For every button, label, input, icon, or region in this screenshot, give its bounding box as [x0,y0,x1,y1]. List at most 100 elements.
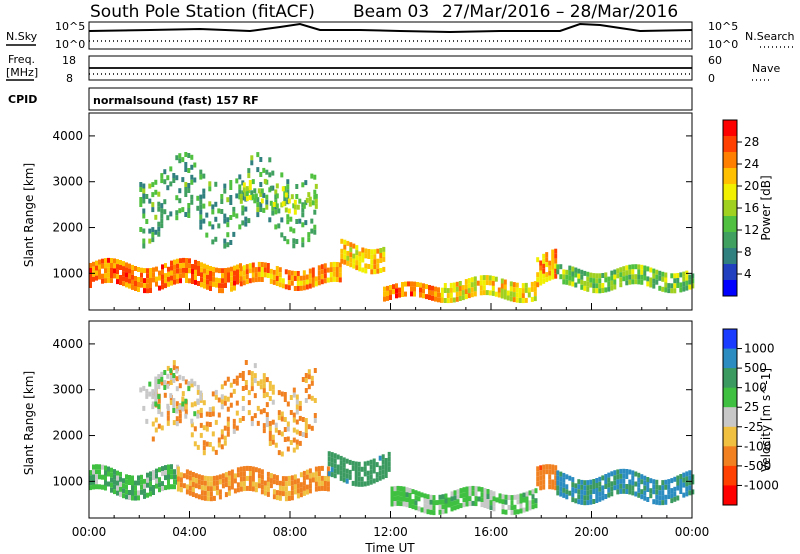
heatmap-cell [191,279,194,284]
heatmap-cell [414,490,418,496]
heatmap-cell [286,401,290,407]
heatmap-cell [661,271,665,277]
heatmap-cell [128,263,131,269]
heatmap-cell [634,481,638,487]
heatmap-cell [509,291,513,297]
heatmap-cell [142,213,146,219]
heatmap-cell [333,453,337,459]
heatmap-cell [154,381,158,387]
heatmap-cell [194,473,198,479]
heatmap-cell [265,402,269,408]
heatmap-cell [302,480,306,486]
heatmap-cell [449,282,453,288]
heatmap-cell [199,204,203,210]
heatmap-cell [119,481,122,487]
heatmap-cell [530,286,534,292]
heatmap-cell [203,283,206,289]
heatmap-cell [137,267,140,272]
heatmap-cell [649,267,653,273]
heatmap-cell [131,475,134,481]
heatmap-cell [110,467,113,473]
heatmap-cell [245,279,249,285]
heatmap-cell [170,270,173,276]
heatmap-cell [455,291,459,297]
colorbar-tick-label: 1000 [744,342,775,356]
heatmap-cell [554,258,558,264]
heatmap-cell [269,273,273,279]
heatmap-cell [292,243,296,249]
heatmap-cell [185,263,188,268]
heatmap-cell [275,271,279,276]
heatmap-cell [200,485,204,491]
heatmap-cell [458,281,462,286]
heatmap-cell [271,210,275,216]
heatmap-cell [326,486,330,492]
heatmap-cell [634,274,638,280]
heatmap-cell [479,280,483,286]
heatmap-cell [417,491,421,497]
heatmap-cell [610,270,614,276]
heatmap-cell [232,211,236,217]
heatmap-cell [170,260,173,266]
heatmap-cell [280,172,284,178]
heatmap-cell [212,281,215,287]
heatmap-cell [580,279,584,285]
heatmap-cell [211,209,215,215]
nsky-line [88,22,693,34]
heatmap-cell [342,477,346,483]
heatmap-cell [167,474,170,480]
heatmap-cell [175,368,179,374]
heatmap-cell [536,476,540,482]
heatmap-cell [398,287,401,293]
heatmap-cell [257,261,261,267]
colorbar-swatch [723,216,737,233]
heatmap-cell [382,251,386,257]
heatmap-cell [166,215,170,221]
heatmap-cell [161,284,164,290]
heatmap-cell [637,477,641,483]
heatmap-cell [257,276,261,282]
heatmap-cell [483,488,487,493]
heatmap-cell [212,276,215,282]
heatmap-cell [256,212,260,218]
heatmap-cell [200,272,203,278]
heatmap-cell [333,458,337,464]
colorbar-tick-label: 8 [744,245,752,259]
heatmap-cell [268,217,272,223]
heatmap-cell [220,199,224,204]
heatmap-cell [607,482,611,488]
heatmap-cell [539,480,543,486]
heatmap-cell [92,276,95,282]
heatmap-cell [178,383,182,389]
heatmap-cell [531,504,535,510]
heatmap-cell [345,473,349,479]
heatmap-cell [613,284,617,290]
colorbar-swatch [723,168,737,185]
heatmap-cell [245,485,249,491]
heatmap-cell [188,263,191,269]
heatmap-cell [598,278,602,284]
colorbar-swatch [723,200,737,217]
heatmap-cell [679,484,683,489]
heatmap-cell [158,275,161,281]
heatmap-cell [551,469,555,475]
heatmap-cell [548,260,552,266]
heatmap-cell [190,164,194,170]
heatmap-cell [292,387,296,393]
heatmap-cell [595,288,599,294]
heatmap-cell [568,265,572,271]
heatmap-cell [290,495,294,501]
heatmap-cell [655,269,659,275]
heatmap-cell [292,228,296,234]
heatmap-cell [664,277,668,283]
heatmap-cell [229,185,233,190]
heatmap-cell [346,250,350,256]
heatmap-cell [154,214,158,220]
heatmap-cell [304,373,308,378]
heatmap-cell [512,287,516,293]
heatmap-cell [402,496,406,502]
heatmap-cell [497,287,501,293]
heatmap-cell [275,193,279,199]
